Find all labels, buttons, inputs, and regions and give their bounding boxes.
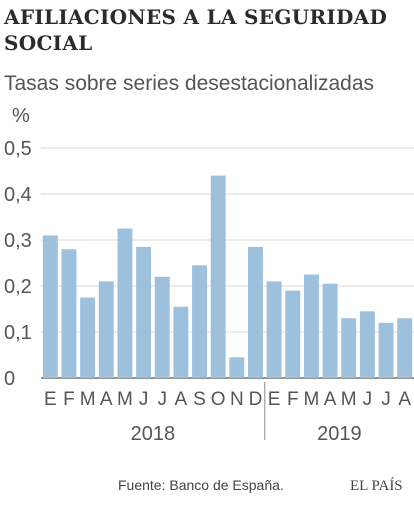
bar: [61, 249, 77, 378]
chart-title: AFILIACIONES A LA SEGURIDAD SOCIAL: [4, 5, 388, 55]
x-tick-label: J: [157, 389, 167, 410]
x-tick-label: A: [324, 389, 337, 410]
bar: [98, 281, 114, 378]
x-tick-label: N: [230, 389, 244, 410]
y-tick-label: 0,5: [4, 138, 32, 160]
y-axis-unit-label: %: [12, 105, 30, 127]
x-tick-label: S: [193, 389, 206, 410]
bar: [285, 290, 301, 378]
x-tick-label: J: [381, 389, 391, 410]
x-tick-label: M: [117, 389, 133, 410]
source-note: Fuente: Banco de España.: [118, 477, 284, 493]
x-tick-label: A: [398, 389, 411, 410]
bar: [378, 322, 394, 378]
year-label: 2019: [317, 423, 362, 445]
y-tick-label: 0,2: [4, 276, 32, 298]
bar: [266, 281, 282, 378]
x-tick-label: M: [304, 389, 320, 410]
x-tick-label: F: [63, 389, 75, 410]
bar: [80, 297, 96, 378]
bar: [42, 235, 58, 378]
x-tick-label: F: [287, 389, 299, 410]
bar: [136, 246, 152, 378]
y-tick-label: 0,4: [4, 184, 32, 206]
bar: [192, 265, 207, 378]
x-tick-label: E: [44, 389, 57, 410]
bar: [341, 318, 357, 378]
x-tick-label: O: [211, 389, 226, 410]
brand-logo: EL PAÍS: [350, 477, 403, 494]
y-tick-label: 0,1: [4, 322, 32, 344]
bar: [322, 283, 338, 378]
bar: [154, 276, 170, 378]
bar: [303, 274, 319, 378]
y-tick-label: 0: [4, 368, 15, 390]
x-tick-label: M: [341, 389, 357, 410]
x-tick-label: A: [175, 389, 188, 410]
bar: [173, 306, 189, 378]
x-tick-label: J: [363, 389, 373, 410]
bar: [229, 357, 245, 378]
bar: [359, 311, 375, 378]
x-tick-label: D: [249, 389, 263, 410]
bar: [210, 175, 226, 378]
x-tick-label: A: [100, 389, 113, 410]
y-tick-label: 0,3: [4, 230, 32, 252]
bar: [117, 228, 133, 378]
x-tick-label: E: [268, 389, 281, 410]
x-tick-label: M: [80, 389, 96, 410]
chart-subtitle: Tasas sobre series desestacionalizadas: [4, 72, 375, 95]
year-label: 2018: [131, 423, 176, 445]
x-tick-label: J: [139, 389, 149, 410]
bar: [248, 246, 263, 378]
bar: [397, 318, 413, 378]
